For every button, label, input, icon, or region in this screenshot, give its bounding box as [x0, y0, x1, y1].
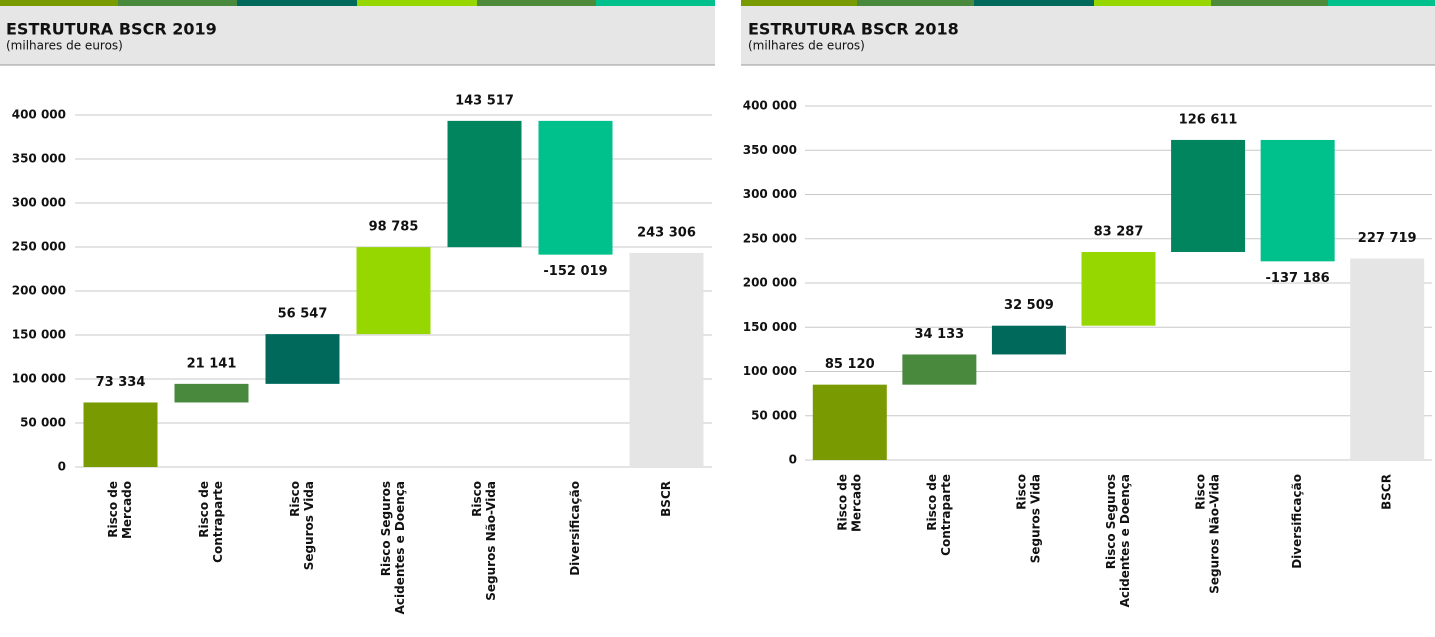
- x-tick-label: Contraparte: [939, 474, 953, 556]
- chart-subtitle: (milhares de euros): [6, 39, 123, 53]
- y-tick-label: 50 000: [20, 416, 66, 430]
- value-label: 56 547: [278, 307, 328, 322]
- header-band: [741, 6, 1435, 65]
- top-stripe: [0, 0, 1435, 6]
- y-tick-label: 350 000: [743, 143, 797, 157]
- x-tick-label: Risco de: [925, 474, 939, 531]
- value-label: -137 186: [1266, 271, 1330, 286]
- value-label: 143 517: [455, 93, 514, 108]
- y-tick-label: 150 000: [743, 320, 797, 334]
- value-label: 21 141: [187, 356, 237, 371]
- bar: [1081, 251, 1156, 326]
- y-tick-label: 300 000: [12, 196, 66, 210]
- x-tick-label: Risco de: [835, 474, 849, 531]
- y-tick-label: 250 000: [743, 231, 797, 245]
- value-label: 34 133: [914, 327, 964, 342]
- header-band: [0, 6, 715, 65]
- y-tick-label: 200 000: [12, 284, 66, 298]
- x-tick-label: Acidentes e Doença: [1118, 474, 1132, 607]
- y-tick-label: 200 000: [743, 276, 797, 290]
- y-tick-label: 400 000: [743, 99, 797, 113]
- x-tick-label: Seguros Vida: [1028, 474, 1042, 563]
- x-tick-label: Seguros Não-Vida: [484, 481, 498, 601]
- bar: [356, 247, 431, 335]
- value-label: 73 334: [96, 375, 146, 390]
- x-tick-label: Risco de: [106, 481, 120, 538]
- bar: [629, 252, 704, 467]
- x-tick-label: Diversificação: [1290, 474, 1304, 569]
- value-label: 243 306: [637, 225, 696, 240]
- x-tick-label: Risco: [470, 481, 484, 517]
- value-label: 83 287: [1094, 224, 1144, 239]
- value-label: 85 120: [825, 357, 875, 372]
- bar: [991, 325, 1066, 355]
- bar: [174, 383, 249, 403]
- x-tick-label: Risco Seguros: [1104, 474, 1118, 569]
- x-tick-label: BSCR: [659, 481, 673, 517]
- x-tick-label: Acidentes e Doença: [393, 481, 407, 614]
- bar: [447, 120, 522, 248]
- y-tick-label: 400 000: [12, 108, 66, 122]
- bar: [902, 354, 977, 385]
- value-label: 32 509: [1004, 298, 1054, 313]
- x-tick-label: Risco: [288, 481, 302, 517]
- y-tick-label: 100 000: [12, 372, 66, 386]
- chart-title: ESTRUTURA BSCR 2018: [748, 20, 959, 39]
- x-tick-label: Seguros Vida: [302, 481, 316, 570]
- x-tick-label: Seguros Não-Vida: [1208, 474, 1222, 594]
- bar: [538, 120, 613, 255]
- y-tick-label: 0: [58, 460, 66, 474]
- y-tick-label: 350 000: [12, 152, 66, 166]
- value-label: 98 785: [369, 220, 419, 235]
- y-tick-label: 250 000: [12, 240, 66, 254]
- y-tick-label: 300 000: [743, 187, 797, 201]
- x-tick-label: Mercado: [120, 481, 134, 539]
- bar: [1171, 139, 1246, 252]
- y-tick-label: 0: [789, 453, 797, 467]
- bar: [265, 334, 340, 384]
- x-tick-label: Contraparte: [211, 481, 225, 563]
- bar: [812, 384, 887, 460]
- bar: [1260, 139, 1335, 262]
- chart-title: ESTRUTURA BSCR 2019: [6, 20, 217, 39]
- x-tick-label: Risco: [1014, 474, 1028, 510]
- x-tick-label: Risco Seguros: [379, 481, 393, 576]
- value-label: 227 719: [1358, 231, 1417, 246]
- chart-subtitle: (milhares de euros): [748, 39, 865, 53]
- x-tick-label: Diversificação: [568, 481, 582, 576]
- x-tick-label: Risco de: [197, 481, 211, 538]
- x-tick-label: Risco: [1194, 474, 1208, 510]
- value-label: 126 611: [1179, 112, 1238, 127]
- bar: [1350, 258, 1425, 460]
- bar: [83, 402, 158, 467]
- y-tick-label: 150 000: [12, 328, 66, 342]
- y-tick-label: 100 000: [743, 364, 797, 378]
- value-label: -152 019: [543, 264, 607, 279]
- x-tick-label: Mercado: [849, 474, 863, 532]
- x-tick-label: BSCR: [1380, 474, 1394, 510]
- y-tick-label: 50 000: [751, 408, 797, 422]
